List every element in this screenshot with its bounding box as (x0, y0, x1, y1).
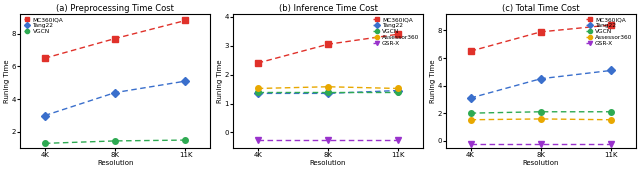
MC360IQA (324, 43, 332, 45)
GSR-X (467, 143, 474, 145)
Line: Tang22: Tang22 (42, 78, 188, 118)
MC360IQA (607, 24, 615, 26)
Legend: MC360IQA, Tang22, VGCN: MC360IQA, Tang22, VGCN (23, 17, 64, 35)
GSR-X (607, 143, 615, 145)
Line: GSR-X: GSR-X (468, 141, 614, 147)
Tang22 (111, 92, 119, 94)
Legend: MC360IQA, Tang22, VGCN, Assessor360, GSR-X: MC360IQA, Tang22, VGCN, Assessor360, GSR… (372, 17, 420, 47)
VGCN (394, 91, 402, 93)
Line: MC360IQA: MC360IQA (468, 22, 614, 54)
Assessor360 (254, 87, 262, 89)
Line: Tang22: Tang22 (468, 68, 614, 101)
Tang22 (537, 78, 545, 80)
Tang22 (182, 80, 189, 82)
Line: Assessor360: Assessor360 (468, 116, 614, 123)
Line: GSR-X: GSR-X (255, 137, 401, 142)
Assessor360 (467, 119, 474, 121)
Line: MC360IQA: MC360IQA (255, 31, 401, 66)
Line: VGCN: VGCN (42, 137, 188, 146)
VGCN (607, 111, 615, 113)
Line: MC360IQA: MC360IQA (42, 18, 188, 61)
GSR-X (324, 139, 332, 141)
X-axis label: Resolution: Resolution (310, 160, 346, 166)
MC360IQA (254, 62, 262, 64)
Assessor360 (607, 119, 615, 121)
VGCN (324, 91, 332, 93)
Tang22 (467, 97, 474, 99)
VGCN (254, 91, 262, 93)
Line: Assessor360: Assessor360 (255, 84, 401, 91)
MC360IQA (537, 31, 545, 33)
Tang22 (607, 69, 615, 71)
VGCN (41, 142, 49, 144)
VGCN (182, 139, 189, 141)
X-axis label: Resolution: Resolution (97, 160, 133, 166)
MC360IQA (41, 57, 49, 59)
Y-axis label: Runing Time: Runing Time (4, 59, 10, 103)
Tang22 (41, 114, 49, 116)
MC360IQA (467, 50, 474, 52)
Title: (c) Total Time Cost: (c) Total Time Cost (502, 4, 580, 13)
Assessor360 (537, 118, 545, 120)
Title: (a) Preprocessing Time Cost: (a) Preprocessing Time Cost (56, 4, 174, 13)
MC360IQA (394, 33, 402, 35)
GSR-X (537, 143, 545, 145)
GSR-X (394, 139, 402, 141)
GSR-X (254, 139, 262, 141)
Assessor360 (324, 86, 332, 88)
Tang22 (394, 89, 402, 91)
X-axis label: Resolution: Resolution (523, 160, 559, 166)
VGCN (467, 112, 474, 114)
MC360IQA (182, 20, 189, 22)
Line: Tang22: Tang22 (255, 88, 401, 96)
VGCN (111, 140, 119, 142)
Tang22 (324, 92, 332, 94)
MC360IQA (111, 38, 119, 40)
Y-axis label: Runing Time: Runing Time (217, 59, 223, 103)
Line: VGCN: VGCN (468, 109, 614, 116)
Legend: MC360IQA, Tang22, VGCN, Assessor360, GSR-X: MC360IQA, Tang22, VGCN, Assessor360, GSR… (586, 17, 633, 47)
Title: (b) Inference Time Cost: (b) Inference Time Cost (278, 4, 378, 13)
Line: VGCN: VGCN (255, 89, 401, 95)
Assessor360 (394, 87, 402, 89)
Tang22 (254, 92, 262, 94)
VGCN (537, 111, 545, 113)
Y-axis label: Runing Time: Runing Time (430, 59, 436, 103)
